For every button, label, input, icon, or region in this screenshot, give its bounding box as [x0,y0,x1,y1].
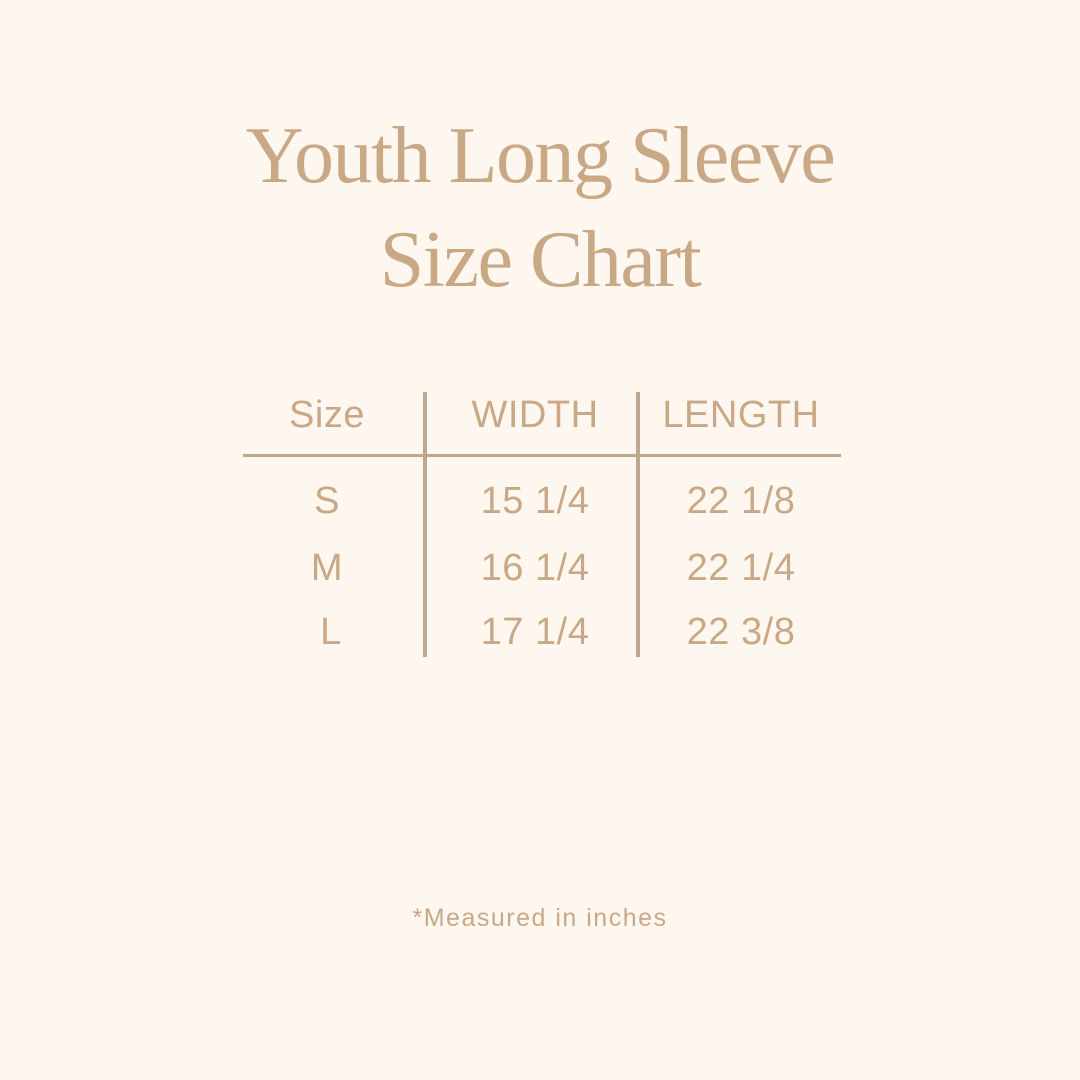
title-line-1: Youth Long Sleeve [245,112,836,200]
row-m-width: 16 1/4 [480,547,590,589]
row-s-size: S [314,480,340,522]
row-l-length: 22 3/8 [686,611,796,653]
column-divider-1 [423,392,427,657]
header-length: LENGTH [662,394,820,436]
header-width: WIDTH [471,394,599,436]
row-s-width: 15 1/4 [480,480,590,522]
column-divider-2 [636,392,640,657]
title-line-2: Size Chart [379,216,702,304]
row-l-size: L [320,611,342,653]
header-divider [243,454,841,457]
row-m-size: M [310,547,344,589]
header-size: Size [289,394,365,436]
footnote: *Measured in inches [412,904,668,932]
row-l-width: 17 1/4 [480,611,590,653]
row-s-length: 22 1/8 [686,480,796,522]
row-m-length: 22 1/4 [686,547,796,589]
